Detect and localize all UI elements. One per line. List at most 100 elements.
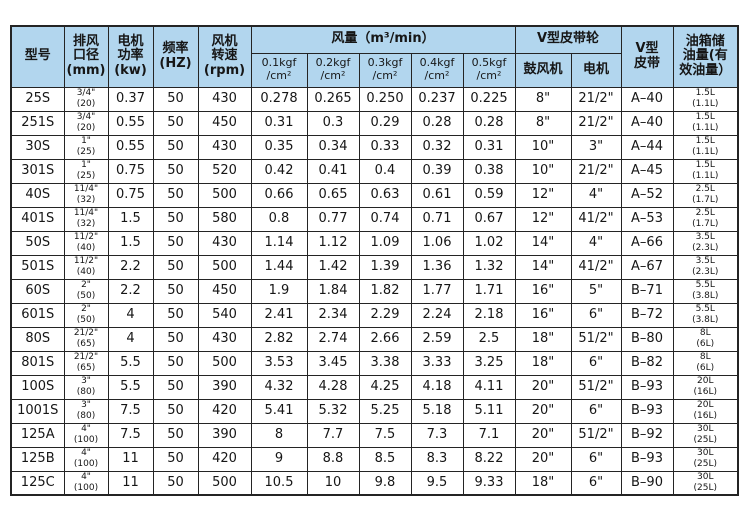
table-cell-airflow-0: 1.14: [250, 230, 308, 256]
table-cell-oil: 1.5L (1.1L): [672, 110, 739, 136]
table-cell-belt: B–90: [620, 470, 674, 496]
table-row: 501S 11/2" (40) 2.2 50 500 1.44 1.42 1.39 1.36 1.…: [10, 254, 739, 280]
table-cell-airflow-0: 2.82: [250, 326, 308, 352]
table-cell-airflow-0: 3.53: [250, 350, 308, 376]
table-cell-blower_pulley: 16": [514, 302, 572, 328]
table-cell-rpm: 430: [197, 134, 252, 160]
table-cell-motor_pulley: 6": [570, 302, 622, 328]
table-cell-oil: 3.5L (2.3L): [672, 230, 739, 256]
table-cell-power: 7.5: [107, 422, 154, 448]
table-cell-belt: B–80: [620, 326, 674, 352]
col-header-airflow-01kgf: 0.1kgf /cm²: [250, 52, 308, 88]
table-cell-model: 60S: [10, 278, 65, 304]
table-cell-rpm: 500: [197, 182, 252, 208]
table-cell-airflow-2: 0.4: [358, 158, 412, 184]
col-header-blower-pulley: 鼓风机: [514, 52, 572, 88]
table-cell-motor_pulley: 3": [570, 134, 622, 160]
table-cell-blower_pulley: 16": [514, 278, 572, 304]
table-cell-airflow-2: 0.33: [358, 134, 412, 160]
col-header-airflow-04kgf: 0.4kgf /cm²: [410, 52, 464, 88]
table-cell-airflow-2: 2.29: [358, 302, 412, 328]
table-cell-airflow-2: 3.38: [358, 350, 412, 376]
col-header-frequency: 频率 (HZ): [152, 25, 199, 88]
table-cell-oil: 3.5L (2.3L): [672, 254, 739, 280]
table-cell-power: 2.2: [107, 278, 154, 304]
header-row-sub: 0.1kgf /cm² 0.2kgf /cm² 0.3kgf /cm² 0.4k…: [11, 52, 738, 88]
table-cell-diameter: 1" (25): [63, 158, 109, 184]
col-header-outlet-diameter: 排风 口径 (mm): [63, 25, 109, 88]
table-cell-model: 25S: [10, 86, 65, 112]
table-cell-airflow-3: 1.77: [410, 278, 464, 304]
table-cell-rpm: 500: [197, 470, 252, 496]
table-row: 301S 1" (25) 0.75 50 520 0.42 0.41 0.4 0.39 0.38 1…: [10, 158, 739, 184]
col-header-oil-tank: 油箱储 油量(有 效油量）: [672, 25, 739, 88]
table-cell-rpm: 390: [197, 422, 252, 448]
table-cell-oil: 30L (25L): [672, 422, 739, 448]
table-cell-airflow-1: 5.32: [306, 398, 360, 424]
table-cell-rpm: 450: [197, 278, 252, 304]
table-cell-airflow-0: 9: [250, 446, 308, 472]
table-cell-airflow-3: 0.28: [410, 110, 464, 136]
table-row: 80S 21/2" (65) 4 50 430 2.82 2.74 2.66 2.59 2.5 18…: [10, 326, 739, 352]
table-cell-oil: 1.5L (1.1L): [672, 86, 739, 112]
table-cell-oil: 8L (6L): [672, 326, 739, 352]
table-cell-belt: A–67: [620, 254, 674, 280]
col-group-pulley: V型皮带轮: [514, 25, 622, 54]
table-cell-model: 501S: [10, 254, 65, 280]
table-cell-airflow-0: 0.66: [250, 182, 308, 208]
table-cell-airflow-4: 0.31: [462, 134, 516, 160]
table-cell-airflow-1: 0.77: [306, 206, 360, 232]
table-cell-oil: 8L (6L): [672, 350, 739, 376]
table-cell-rpm: 450: [197, 110, 252, 136]
table-cell-power: 11: [107, 470, 154, 496]
table-cell-airflow-1: 0.265: [306, 86, 360, 112]
table-cell-airflow-1: 1.84: [306, 278, 360, 304]
table-cell-diameter: 3/4" (20): [63, 86, 109, 112]
header-row-group: 型号 排风 口径 (mm) 电机 功率 (kw) 频率 (HZ) 风机 转速 (…: [10, 25, 739, 88]
table-cell-belt: A–40: [620, 86, 674, 112]
table-cell-airflow-4: 5.11: [462, 398, 516, 424]
table-cell-model: 301S: [10, 158, 65, 184]
table-cell-rpm: 390: [197, 374, 252, 400]
table-cell-belt: B–93: [620, 374, 674, 400]
table-cell-freq: 50: [152, 230, 199, 256]
table-cell-freq: 50: [152, 398, 199, 424]
table-cell-rpm: 430: [197, 230, 252, 256]
table-cell-airflow-4: 9.33: [462, 470, 516, 496]
table-row: 125C 4" (100) 11 50 500 10.5 10 9.8 9.5 9.33 18" 6"…: [10, 470, 739, 496]
table-cell-freq: 50: [152, 326, 199, 352]
table-cell-airflow-4: 0.38: [462, 158, 516, 184]
table-row: 801S 21/2" (65) 5.5 50 500 3.53 3.45 3.38 3.33 3.…: [10, 350, 739, 376]
table-cell-blower_pulley: 20": [514, 398, 572, 424]
table-cell-airflow-0: 5.41: [250, 398, 308, 424]
table-cell-diameter: 3" (80): [63, 398, 109, 424]
col-header-v-belt: V型 皮带: [620, 25, 674, 88]
table-row: 601S 2" (50) 4 50 540 2.41 2.34 2.29 2.24 2.18 16"…: [10, 302, 739, 328]
table-cell-diameter: 4" (100): [63, 470, 109, 496]
table-cell-power: 0.37: [107, 86, 154, 112]
table-cell-power: 1.5: [107, 230, 154, 256]
table-cell-airflow-4: 1.32: [462, 254, 516, 280]
table-cell-model: 100S: [10, 374, 65, 400]
table-cell-airflow-4: 0.59: [462, 182, 516, 208]
table-cell-power: 5.5: [107, 350, 154, 376]
table-cell-blower_pulley: 18": [514, 470, 572, 496]
table-cell-diameter: 3/4" (20): [63, 110, 109, 136]
table-cell-model: 601S: [10, 302, 65, 328]
table-cell-blower_pulley: 18": [514, 326, 572, 352]
col-group-airflow: 风量（m³/min）: [250, 25, 516, 54]
table-cell-airflow-4: 0.67: [462, 206, 516, 232]
table-cell-freq: 50: [152, 470, 199, 496]
table-cell-airflow-3: 7.3: [410, 422, 464, 448]
table-cell-motor_pulley: 6": [570, 350, 622, 376]
table-cell-oil: 20L (16L): [672, 398, 739, 424]
table-cell-airflow-4: 0.225: [462, 86, 516, 112]
table-cell-rpm: 420: [197, 446, 252, 472]
col-header-model: 型号: [10, 25, 65, 88]
table-cell-belt: A–44: [620, 134, 674, 160]
table-cell-airflow-4: 2.5: [462, 326, 516, 352]
table-cell-rpm: 500: [197, 254, 252, 280]
table-cell-airflow-2: 0.74: [358, 206, 412, 232]
table-cell-model: 125C: [10, 470, 65, 496]
